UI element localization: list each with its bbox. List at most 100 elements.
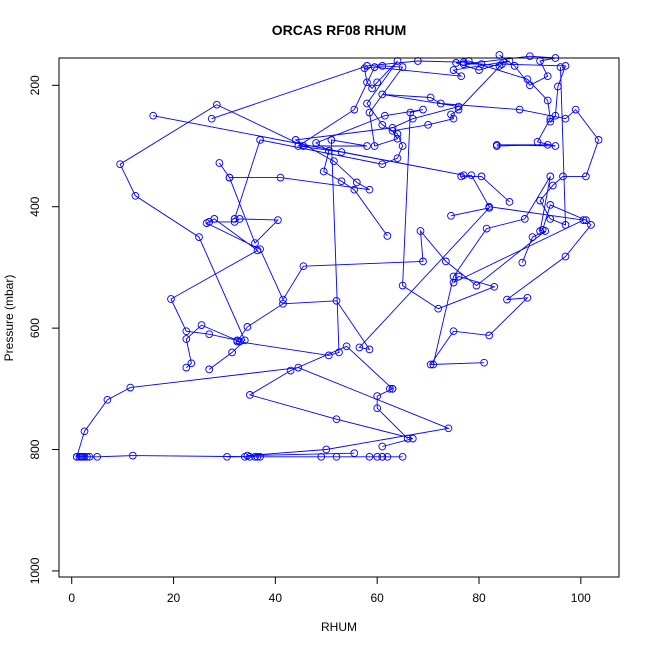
data-point xyxy=(490,282,499,291)
data-point xyxy=(393,134,402,143)
data-point xyxy=(594,136,603,144)
data-point xyxy=(559,172,567,181)
data-point xyxy=(332,415,341,424)
data-point xyxy=(393,154,402,163)
data-point xyxy=(472,281,481,290)
data-point xyxy=(523,293,532,302)
data-point xyxy=(561,252,570,261)
data-point xyxy=(352,178,361,187)
data-point xyxy=(398,281,407,290)
data-point xyxy=(324,351,333,360)
data-point xyxy=(518,258,527,267)
data-point xyxy=(548,181,557,190)
data-point xyxy=(434,304,443,313)
data-point xyxy=(571,105,580,114)
data-point xyxy=(561,114,570,123)
data-point xyxy=(454,105,463,114)
data-point xyxy=(149,111,158,120)
data-point xyxy=(103,395,112,404)
data-point xyxy=(505,198,514,206)
y-tick-label: 1000 xyxy=(28,557,42,584)
data-point xyxy=(454,272,463,281)
data-point xyxy=(205,330,214,339)
data-point xyxy=(459,171,468,180)
data-point xyxy=(388,384,397,393)
data-point xyxy=(378,90,387,99)
data-point xyxy=(350,449,359,458)
data-point xyxy=(536,196,544,205)
data-point xyxy=(251,239,259,247)
data-point xyxy=(355,343,364,352)
data-point xyxy=(587,221,595,229)
data-point xyxy=(337,148,346,156)
data-point xyxy=(582,172,590,181)
data-point xyxy=(380,111,389,120)
y-tick-label: 400 xyxy=(28,196,42,216)
data-point xyxy=(546,172,555,181)
data-point xyxy=(554,82,562,91)
data-point xyxy=(447,110,455,119)
data-point xyxy=(363,62,371,70)
data-point xyxy=(477,60,486,68)
data-point xyxy=(215,159,224,167)
data-point xyxy=(256,245,264,254)
data-point xyxy=(457,72,466,81)
data-point xyxy=(403,434,412,443)
data-point xyxy=(492,142,501,150)
data-point xyxy=(482,224,491,233)
y-tick-label: 600 xyxy=(28,318,42,338)
data-point xyxy=(398,142,407,150)
data-point xyxy=(495,62,504,70)
data-point xyxy=(335,348,343,357)
data-point xyxy=(546,215,555,223)
data-point xyxy=(485,331,494,340)
data-point xyxy=(230,215,239,223)
data-point xyxy=(533,137,542,146)
y-axis: 200 400 600 800 1000 xyxy=(28,75,59,584)
data-point xyxy=(131,191,140,200)
x-tick-label: 0 xyxy=(68,591,75,605)
data-point xyxy=(526,52,534,61)
data-point xyxy=(510,62,519,70)
data-point xyxy=(429,360,438,369)
data-point xyxy=(243,323,252,331)
data-point xyxy=(365,185,374,194)
data-point xyxy=(528,233,537,241)
data-point xyxy=(83,452,91,461)
data-point xyxy=(477,172,486,181)
x-axis: 0 20 40 60 80 100 xyxy=(68,577,591,605)
data-point xyxy=(424,120,432,129)
data-point xyxy=(365,108,374,117)
series-line-6 xyxy=(315,109,585,310)
data-point xyxy=(128,451,137,460)
data-point xyxy=(212,100,221,109)
data-point xyxy=(386,384,394,393)
data-point xyxy=(256,452,264,461)
data-point xyxy=(182,327,191,336)
data-point xyxy=(449,278,458,287)
data-point xyxy=(543,96,552,105)
y-tick-label: 200 xyxy=(28,75,42,95)
data-point xyxy=(449,114,458,123)
data-point xyxy=(426,93,435,102)
data-point xyxy=(332,296,341,305)
data-point xyxy=(536,227,544,235)
data-point xyxy=(182,335,191,343)
data-point xyxy=(388,126,397,135)
data-point xyxy=(561,221,570,229)
data-point xyxy=(442,257,450,266)
data-point xyxy=(520,215,529,223)
data-point xyxy=(370,142,379,150)
series-line-8 xyxy=(209,67,600,244)
data-point xyxy=(444,424,453,433)
data-point xyxy=(319,167,328,176)
data-point xyxy=(251,452,259,461)
data-point xyxy=(253,452,262,461)
data-point xyxy=(322,445,331,454)
data-point xyxy=(223,452,231,461)
data-point xyxy=(452,59,460,67)
data-point xyxy=(378,452,387,461)
data-point xyxy=(467,171,476,180)
data-point xyxy=(373,392,382,400)
